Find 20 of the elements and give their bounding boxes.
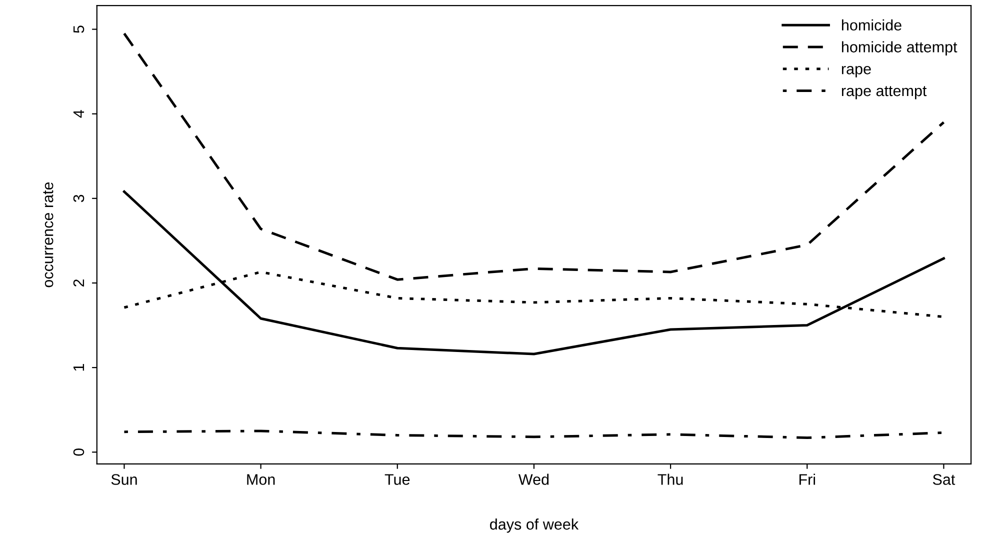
x-tick-label: Mon [247,474,275,485]
y-tick-label: 0 [73,448,84,456]
legend-label: rape [842,66,871,78]
y-tick-label: 3 [73,194,84,202]
y-tick-label: 1 [74,364,84,371]
x-tick-label: Thu [658,474,683,485]
x-tick-label: Wed [518,474,549,485]
y-axis-title: occurrence rate [43,182,54,288]
legend-label: homicide [842,19,902,31]
x-tick-label: Sun [111,474,137,485]
x-tick-label: Tue [384,474,410,485]
y-tick-label: 5 [74,26,84,33]
y-tick-label: 2 [73,280,84,286]
legend-label: homicide attempt [842,41,958,56]
legend-label: rape attempt [842,86,927,100]
line-series [122,190,945,356]
x-tick-label: Fri [799,474,816,485]
x-tick-label: Sat [932,474,956,485]
x-axis-title: days of week [490,518,579,533]
y-tick-label: 4 [74,110,84,118]
